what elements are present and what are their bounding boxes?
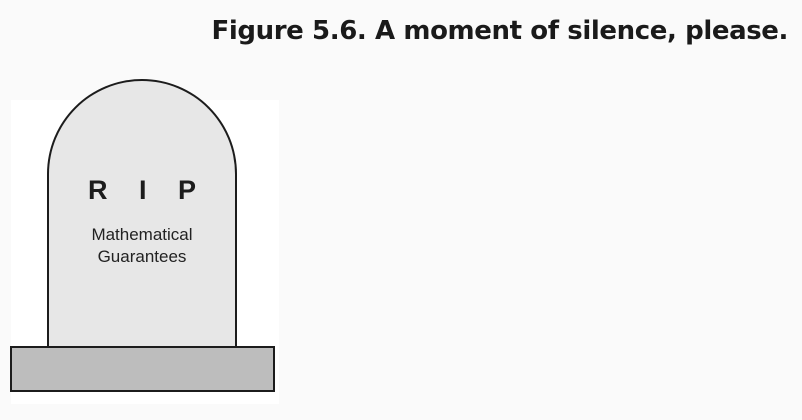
tombstone-title: R I P [87, 175, 208, 205]
tombstone-inscription-line-1: Mathematical [91, 225, 193, 244]
figure-caption: Figure 5.6. A moment of silence, please. [211, 16, 789, 46]
tombstone-inscription-line-2: Guarantees [97, 247, 187, 266]
tombstone [47, 79, 237, 346]
tombstone-base [10, 346, 275, 392]
